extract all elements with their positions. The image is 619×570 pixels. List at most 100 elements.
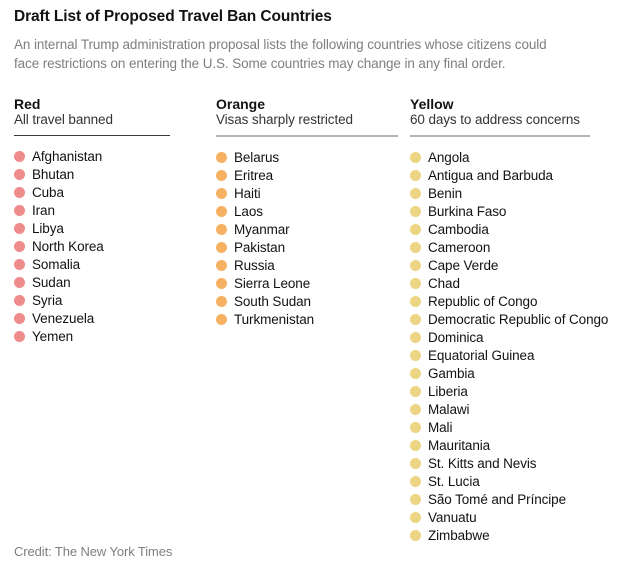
red-dot-icon: [14, 168, 25, 180]
country-item-yellow: Zimbabwe: [410, 526, 619, 544]
yellow-dot-icon: [410, 493, 421, 505]
red-dot-icon: [14, 150, 25, 162]
yellow-dot-icon: [410, 439, 421, 451]
column-orange-label: Orange: [216, 96, 266, 112]
country-label: Vanuatu: [428, 509, 477, 525]
country-item-yellow: Benin: [410, 184, 619, 202]
country-item-orange: Eritrea: [216, 166, 410, 184]
column-orange-rule: [216, 135, 398, 137]
red-dot-icon: [14, 204, 25, 216]
red-dot-icon: [14, 276, 25, 288]
column-red-country-list: Afghanistan Bhutan Cuba Iran Libya North Kore…: [14, 147, 216, 345]
column-yellow-rule: [410, 135, 590, 137]
country-label: Sudan: [32, 274, 71, 290]
country-item-orange: Turkmenistan: [216, 310, 410, 328]
column-red: Red All travel banned Afghanistan Bhutan C…: [14, 96, 216, 544]
country-item-yellow: Liberia: [410, 382, 619, 400]
country-label: Cameroon: [428, 239, 491, 255]
yellow-dot-icon: [410, 475, 421, 487]
country-item-yellow: Chad: [410, 274, 619, 292]
country-item-orange: Laos: [216, 202, 410, 220]
country-item-yellow: Cape Verde: [410, 256, 619, 274]
country-label: South Sudan: [234, 293, 311, 309]
column-orange: Orange Visas sharply restricted Belarus E…: [216, 96, 410, 544]
yellow-dot-icon: [410, 223, 421, 235]
country-item-red: Somalia: [14, 255, 216, 273]
yellow-dot-icon: [410, 385, 421, 397]
orange-dot-icon: [216, 313, 227, 325]
yellow-dot-icon: [410, 169, 421, 181]
country-item-yellow: St. Kitts and Nevis: [410, 454, 619, 472]
yellow-dot-icon: [410, 349, 421, 361]
column-red-description: All travel banned: [14, 112, 113, 127]
country-label: Antigua and Barbuda: [428, 167, 553, 183]
subtitle-line-2: face restrictions on entering the U.S. S…: [14, 56, 506, 71]
country-label: North Korea: [32, 238, 104, 254]
country-item-red: Syria: [14, 291, 216, 309]
yellow-dot-icon: [410, 331, 421, 343]
country-label: Afghanistan: [32, 148, 103, 164]
country-item-yellow: Burkina Faso: [410, 202, 619, 220]
category-columns: Red All travel banned Afghanistan Bhutan C…: [14, 96, 608, 544]
yellow-dot-icon: [410, 529, 421, 541]
country-label: Cuba: [32, 184, 64, 200]
yellow-dot-icon: [410, 511, 421, 523]
column-yellow-description: 60 days to address concerns: [410, 112, 580, 127]
country-label: Libya: [32, 220, 64, 236]
country-item-red: Afghanistan: [14, 147, 216, 165]
red-dot-icon: [14, 330, 25, 342]
country-label: Liberia: [428, 383, 468, 399]
country-item-orange: Myanmar: [216, 220, 410, 238]
orange-dot-icon: [216, 205, 227, 217]
yellow-dot-icon: [410, 403, 421, 415]
country-label: Cape Verde: [428, 257, 499, 273]
yellow-dot-icon: [410, 259, 421, 271]
country-label: Republic of Congo: [428, 293, 538, 309]
country-label: St. Lucia: [428, 473, 480, 489]
subtitle-line-1: An internal Trump administration proposa…: [14, 37, 547, 52]
country-label: Burkina Faso: [428, 203, 507, 219]
country-label: Mali: [428, 419, 453, 435]
country-label: Turkmenistan: [234, 311, 315, 327]
orange-dot-icon: [216, 169, 227, 181]
country-label: St. Kitts and Nevis: [428, 455, 537, 471]
yellow-dot-icon: [410, 457, 421, 469]
country-item-yellow: Cambodia: [410, 220, 619, 238]
column-orange-description: Visas sharply restricted: [216, 112, 353, 127]
yellow-dot-icon: [410, 187, 421, 199]
country-item-yellow: Angola: [410, 148, 619, 166]
country-item-orange: Pakistan: [216, 238, 410, 256]
country-label: Dominica: [428, 329, 484, 345]
column-yellow: Yellow 60 days to address concerns Angol…: [410, 96, 619, 544]
red-dot-icon: [14, 312, 25, 324]
column-yellow-country-list: Angola Antigua and Barbuda Benin Burkina Fa…: [410, 148, 619, 544]
yellow-dot-icon: [410, 151, 421, 163]
orange-dot-icon: [216, 187, 227, 199]
country-item-orange: Russia: [216, 256, 410, 274]
country-label: Laos: [234, 203, 263, 219]
country-item-yellow: Equatorial Guinea: [410, 346, 619, 364]
country-item-red: Bhutan: [14, 165, 216, 183]
red-dot-icon: [14, 294, 25, 306]
country-item-yellow: Malawi: [410, 400, 619, 418]
country-item-yellow: Cameroon: [410, 238, 619, 256]
column-orange-country-list: Belarus Eritrea Haiti Laos Myanmar Pakistan Ru…: [216, 148, 410, 328]
country-item-yellow: Democratic Republic of Congo: [410, 310, 619, 328]
country-item-yellow: Mauritania: [410, 436, 619, 454]
yellow-dot-icon: [410, 367, 421, 379]
country-label: Myanmar: [234, 221, 290, 237]
country-label: Venezuela: [32, 310, 95, 326]
country-label: Haiti: [234, 185, 261, 201]
country-item-orange: Haiti: [216, 184, 410, 202]
country-label: Malawi: [428, 401, 470, 417]
country-label: Mauritania: [428, 437, 491, 453]
yellow-dot-icon: [410, 421, 421, 433]
red-dot-icon: [14, 222, 25, 234]
orange-dot-icon: [216, 151, 227, 163]
orange-dot-icon: [216, 295, 227, 307]
country-label: Cambodia: [428, 221, 489, 237]
country-label: Zimbabwe: [428, 527, 490, 543]
orange-dot-icon: [216, 223, 227, 235]
country-item-yellow: Antigua and Barbuda: [410, 166, 619, 184]
